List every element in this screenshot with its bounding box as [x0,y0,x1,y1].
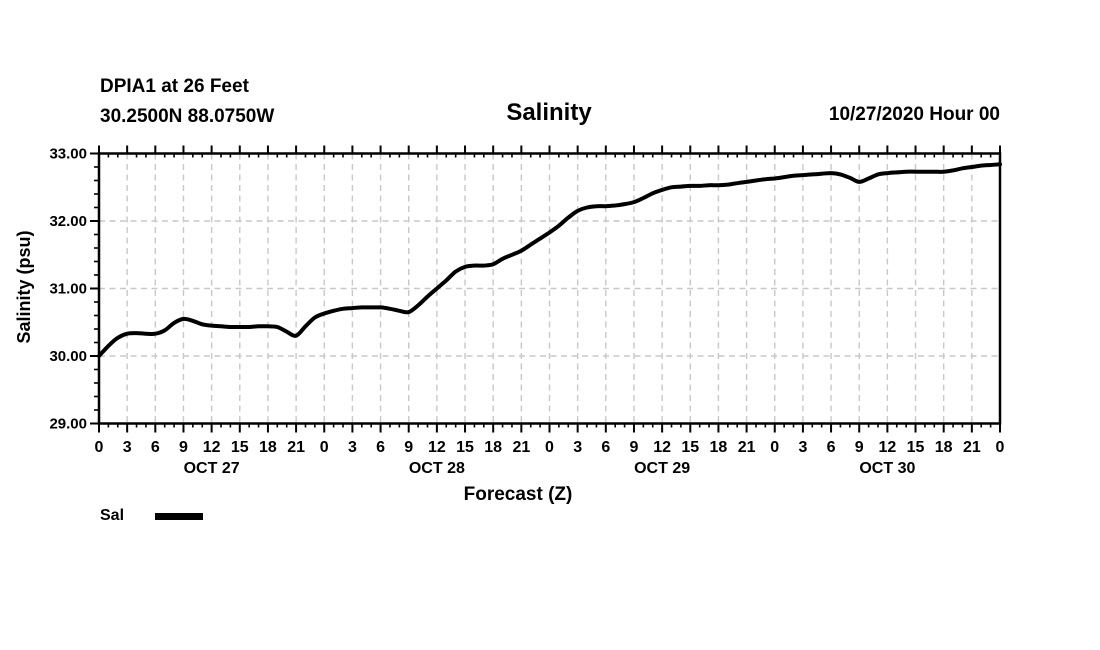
svg-text:12: 12 [203,439,221,456]
svg-text:9: 9 [630,439,639,456]
legend-label: Sal [100,507,125,524]
axis-tick-labels: 0 3 6 9 12 15 18 21 0 3 6 9 12 15 18 21 0 3 6 9 12 15 18 21 0 3 6 9… [49,146,1004,478]
x-axis-title: Forecast (Z) [464,484,573,505]
svg-text:3: 3 [798,439,807,456]
svg-text:21: 21 [738,439,756,456]
forecast-datetime: 10/27/2020 Hour 00 [828,104,1000,125]
svg-text:21: 21 [512,439,530,456]
svg-text:0: 0 [545,439,554,456]
svg-text:18: 18 [710,439,728,456]
svg-text:0: 0 [996,439,1005,456]
svg-text:OCT 28: OCT 28 [409,460,465,477]
svg-text:12: 12 [878,439,896,456]
svg-text:3: 3 [348,439,357,456]
svg-text:15: 15 [231,439,249,456]
svg-text:32.00: 32.00 [49,213,87,230]
svg-text:31.00: 31.00 [49,281,87,298]
svg-text:15: 15 [907,439,925,456]
svg-text:OCT 29: OCT 29 [634,460,690,477]
svg-text:12: 12 [653,439,671,456]
legend-line-swatch [155,512,204,520]
svg-text:OCT 27: OCT 27 [184,460,240,477]
svg-text:18: 18 [935,439,953,456]
sal-series-line [97,162,1002,358]
grid-lines [99,153,1000,424]
svg-text:3: 3 [573,439,582,456]
svg-text:15: 15 [681,439,699,456]
svg-text:3: 3 [123,439,132,456]
svg-text:33.00: 33.00 [49,146,87,163]
svg-text:9: 9 [404,439,413,456]
svg-text:Forecast (Z): Forecast (Z) [464,484,573,505]
svg-text:18: 18 [484,439,502,456]
svg-text:29.00: 29.00 [49,416,87,433]
svg-text:9: 9 [179,439,188,456]
svg-text:21: 21 [963,439,981,456]
svg-text:15: 15 [456,439,474,456]
svg-text:9: 9 [855,439,864,456]
svg-text:12: 12 [428,439,446,456]
svg-text:6: 6 [827,439,836,456]
station-coordinates: 30.2500N 88.0750W [100,106,275,127]
svg-text:OCT 30: OCT 30 [859,460,915,477]
page-title: Salinity [506,99,592,126]
y-axis-title: Salinity (psu) [14,230,34,343]
svg-text:0: 0 [95,439,104,456]
station-id: DPIA1 at 26 Feet [100,76,249,97]
svg-text:Salinity (psu): Salinity (psu) [14,230,34,343]
svg-text:18: 18 [259,439,277,456]
svg-text:30.00: 30.00 [49,348,87,365]
svg-text:21: 21 [287,439,305,456]
svg-text:0: 0 [320,439,329,456]
plot-border [97,152,1002,425]
svg-text:6: 6 [601,439,610,456]
svg-text:0: 0 [770,439,779,456]
svg-text:6: 6 [151,439,160,456]
svg-text:6: 6 [376,439,385,456]
legend: Sal [100,507,204,525]
